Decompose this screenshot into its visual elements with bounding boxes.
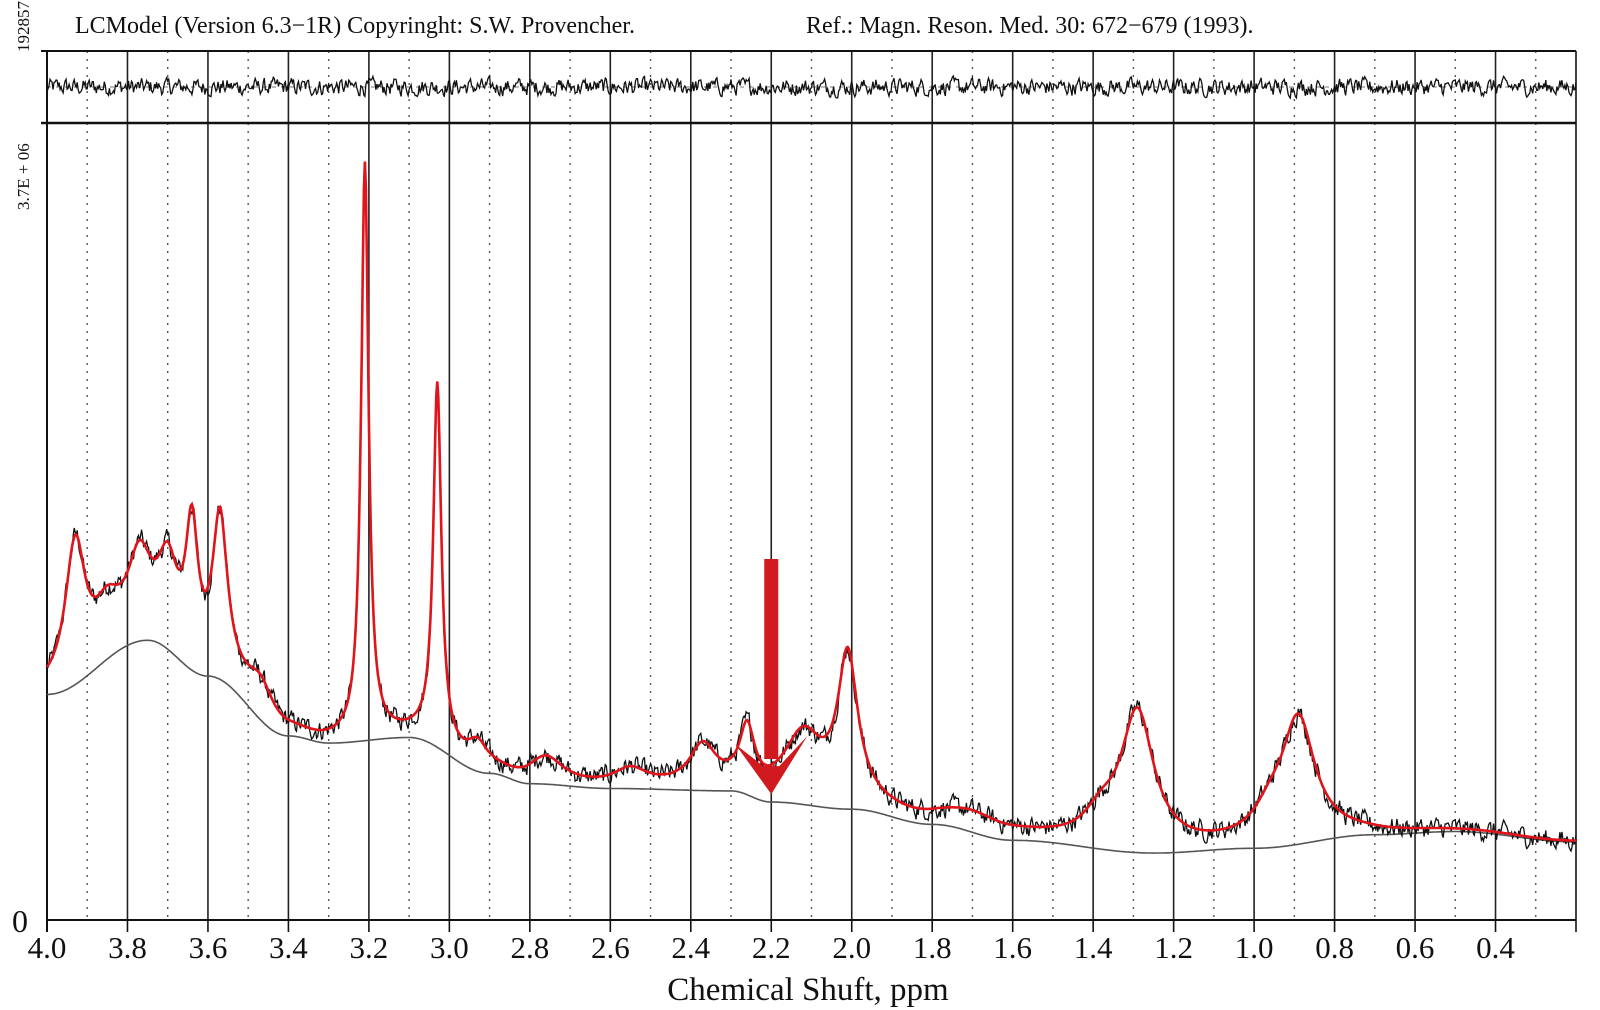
y-max-label: 3.7E + 06 [14, 143, 33, 210]
x-tick-label: 2.8 [510, 930, 549, 965]
x-tick-label: 1.0 [1235, 930, 1274, 965]
x-tick-label: 0.8 [1315, 930, 1354, 965]
residual-series-line [46, 74, 1577, 100]
x-tick-label: 3.4 [269, 930, 308, 965]
series-group [45, 74, 1577, 854]
x-tick-label: 2.0 [832, 930, 871, 965]
x-tick-label: 0.6 [1396, 930, 1435, 965]
x-tick-label: 1.8 [913, 930, 952, 965]
annotation-arrow [735, 559, 808, 795]
x-tick-label: 3.0 [430, 930, 469, 965]
chart-title-left: LCModel (Version 6.3−1R) Copyringht: S.W… [75, 13, 635, 39]
plot-frame [41, 50, 1577, 932]
x-tick-label: 3.8 [108, 930, 147, 965]
x-tick-label: 4.0 [28, 930, 67, 965]
x-tick-label: 1.4 [1074, 930, 1113, 965]
x-tick-label: 2.6 [591, 930, 630, 965]
fit-series-line [45, 161, 1576, 842]
x-tick-label: 2.2 [752, 930, 791, 965]
baseline-series-line [47, 639, 1576, 854]
x-tick-label: 2.4 [671, 930, 710, 965]
y-zero-label: 0 [12, 903, 28, 939]
x-tick-label: 3.6 [189, 930, 228, 965]
x-tick-label: 1.6 [993, 930, 1032, 965]
x-tick-label: 0.4 [1476, 930, 1515, 965]
grid-lines [47, 51, 1576, 920]
chart-title-right: Ref.: Magn. Reson. Med. 30: 672−679 (199… [806, 13, 1254, 39]
arrow-head [735, 736, 808, 795]
residual-range-label: 192857 [14, 1, 33, 53]
arrow-shaft [764, 559, 779, 760]
data-series-line [46, 172, 1577, 853]
x-tick-label: 3.2 [350, 930, 389, 965]
x-axis-ticks: 4.0 3.8 3.6 3.4 3.2 3.0 2.8 2.6 2.4 2.2 2.0 1.8 1.6 1… [28, 920, 1515, 965]
x-tick-label: 1.2 [1154, 930, 1193, 965]
x-axis-label: Chemical Shuft, ppm [667, 972, 949, 1008]
